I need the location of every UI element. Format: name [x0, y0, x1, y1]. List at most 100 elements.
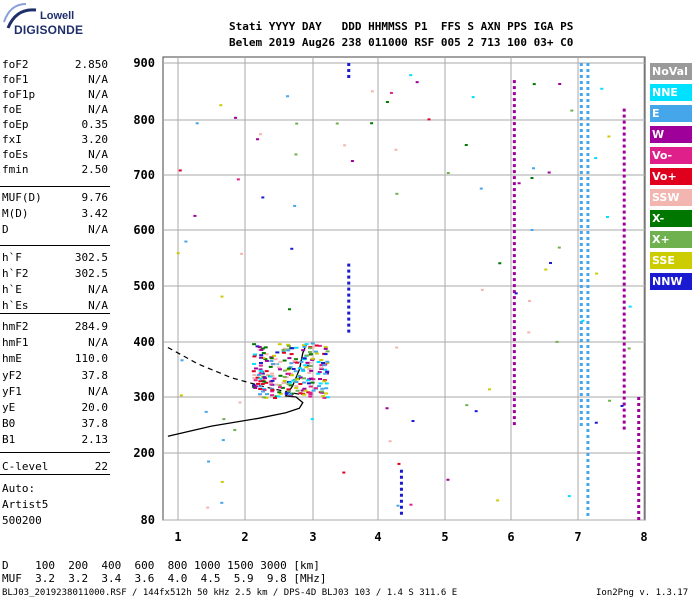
trace-dot-nnw — [347, 311, 351, 315]
echo-point — [300, 389, 305, 392]
trace-dot-nnw — [347, 69, 351, 72]
x-tick-label: 5 — [441, 530, 448, 544]
trace-dot-w — [622, 396, 626, 400]
trace-dot-e — [579, 105, 583, 108]
echo-point — [289, 362, 294, 365]
param-value: 22 — [94, 460, 108, 473]
trace-dot-e — [579, 147, 583, 150]
trace-dot-e — [586, 417, 590, 420]
echo-point — [270, 390, 275, 393]
trace-dot-w — [637, 409, 641, 412]
trace-dot-nnw — [347, 317, 351, 321]
trace-dot-e — [586, 159, 590, 162]
trace-dot-e — [579, 111, 583, 114]
y-tick-label: 300 — [133, 390, 155, 404]
trace-dot-e — [586, 87, 590, 90]
trace-dot-w — [622, 378, 626, 382]
trace-dot-w — [622, 186, 626, 190]
y-tick-label: 200 — [133, 446, 155, 460]
trace-dot-w — [512, 188, 516, 192]
echo-point — [474, 410, 478, 413]
trace-dot-e — [586, 363, 590, 366]
trace-dot-e — [586, 237, 590, 240]
trace-dot-e — [586, 459, 590, 462]
trace-dot-w — [622, 198, 626, 202]
trace-dot-e — [586, 249, 590, 252]
trace-dot-w — [637, 421, 641, 424]
trace-dot-e — [586, 489, 590, 492]
param-value: N/A — [88, 103, 108, 116]
trace-dot-e — [579, 315, 583, 318]
echo-point — [301, 369, 306, 372]
trace-dot-e — [586, 339, 590, 342]
echo-point — [325, 370, 330, 373]
trace-dot-e — [579, 63, 583, 66]
echo-point — [268, 365, 273, 368]
trace-dot-e — [586, 369, 590, 372]
echo-point — [308, 391, 313, 394]
trace-dot-w — [622, 168, 626, 172]
param-value: N/A — [88, 148, 108, 161]
legend-item-vo: Vo+ — [650, 168, 692, 185]
trace-dot-w — [622, 408, 626, 412]
echo-point — [342, 471, 346, 474]
echo-point — [258, 372, 263, 375]
echo-point — [263, 346, 268, 349]
echo-point — [325, 396, 330, 399]
echo-point — [262, 377, 267, 380]
trace-dot-nnw — [347, 75, 351, 78]
echo-point — [291, 379, 296, 382]
trace-dot-e — [579, 399, 583, 402]
y-tick-label: 800 — [133, 113, 155, 127]
legend-item-nne: NNE — [650, 84, 692, 101]
trace-dot-w — [622, 288, 626, 292]
param-key: M(D) — [2, 207, 29, 220]
echo-point — [307, 361, 312, 364]
trace-dot-w — [622, 372, 626, 376]
echo-point — [282, 369, 287, 372]
echo-point — [350, 160, 354, 163]
echo-point — [308, 346, 313, 349]
trace-dot-e — [586, 147, 590, 150]
trace-dot-e — [586, 399, 590, 402]
trace-dot-w — [512, 392, 516, 396]
echo-point — [259, 356, 264, 359]
trace-dot-w — [512, 422, 516, 426]
trace-dot-e — [579, 333, 583, 336]
trace-dot-e — [586, 243, 590, 246]
trace-dot-e — [586, 75, 590, 78]
echo-point — [260, 383, 265, 386]
trace-dot-e — [579, 285, 583, 288]
param-value: 284.9 — [74, 320, 108, 333]
trace-dot-w — [512, 260, 516, 264]
trace-dot-e — [586, 423, 590, 426]
echo-point — [570, 109, 574, 112]
trace-dot-w — [637, 439, 641, 442]
ionogram-chart: 1 2 3 4 5 6 7 8 900 800 700 600 500 400 300 200 80 — [133, 56, 647, 544]
echo-point — [411, 420, 415, 423]
trace-dot-e — [579, 357, 583, 360]
echo-point — [256, 382, 261, 385]
echo-point — [179, 394, 183, 397]
trace-dot-e — [579, 243, 583, 246]
echo-point — [324, 392, 329, 395]
trace-dot-w — [512, 158, 516, 162]
echo-point — [304, 343, 309, 346]
echo-point — [264, 381, 269, 384]
echo-point — [298, 376, 303, 379]
echo-point — [294, 380, 299, 383]
trace-dot-e — [586, 333, 590, 336]
x-tick-label: 2 — [241, 530, 248, 544]
echo-point — [527, 331, 531, 334]
echo-point — [316, 385, 321, 388]
echo-point — [273, 358, 278, 361]
trace-dot-e — [579, 117, 583, 120]
footer-distance-row: D 100 200 400 600 800 1000 1500 3000 [km… — [2, 559, 320, 572]
trace-dot-e — [586, 231, 590, 234]
echo-point — [308, 393, 313, 396]
echo-point — [324, 382, 329, 385]
trace-dot-e — [579, 279, 583, 282]
echo-point — [286, 349, 291, 352]
trace-dot-e — [586, 327, 590, 330]
echo-point — [310, 358, 315, 361]
